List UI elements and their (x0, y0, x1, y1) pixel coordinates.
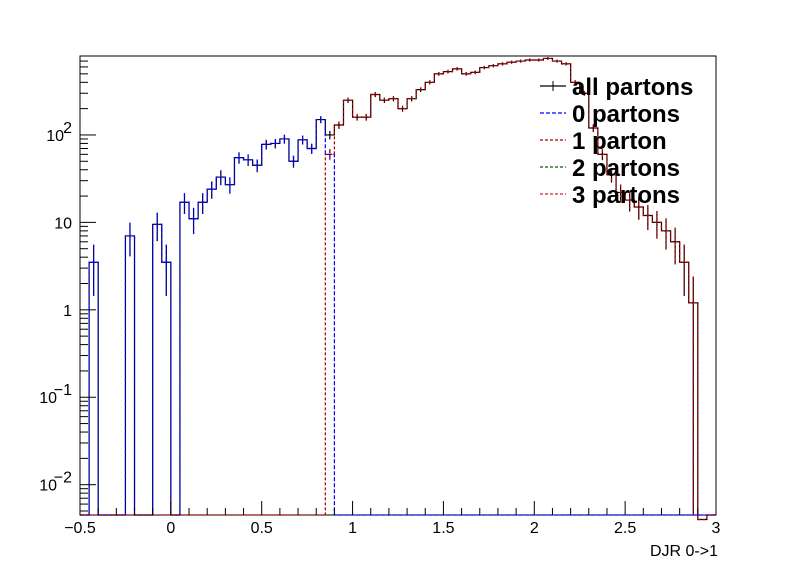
y-tick-label: 10 (54, 215, 72, 232)
plot-frame (79, 55, 717, 516)
legend-label: all partons (572, 74, 693, 101)
legend-label: 3 partons (572, 182, 680, 209)
series-3 (80, 56, 716, 521)
series-line (80, 57, 716, 521)
x-tick-label: 0.5 (251, 520, 273, 537)
x-tick-label: 2 (530, 520, 539, 537)
legend-item: all partons (540, 74, 693, 101)
x-tick-label: 1 (348, 520, 357, 537)
plot-area (79, 55, 717, 516)
y-tick-exponent: 2 (63, 120, 72, 137)
x-tick-label: 3 (712, 520, 721, 537)
x-tick-label: 0 (166, 520, 175, 537)
series-layer (80, 56, 716, 521)
x-tick-label: 1.5 (432, 520, 454, 537)
series-2 (80, 116, 716, 516)
y-tick-exponent: −1 (54, 382, 72, 399)
legend-item: 2 partons (540, 155, 680, 182)
legend-label: 2 partons (572, 155, 680, 182)
y-tick-label: 1 (63, 303, 72, 320)
y-tick-label: 10 (39, 478, 57, 495)
y-tick-exponent: −2 (54, 470, 72, 487)
y-tick-label: 10 (39, 390, 57, 407)
x-axis-title: DJR 0->1 (650, 543, 718, 560)
legend-item: 3 partons (540, 182, 680, 209)
y-tick-label: 10 (46, 128, 64, 145)
x-tick-label: −0.5 (64, 520, 96, 537)
x-tick-label: 2.5 (614, 520, 636, 537)
legend-item: 1 parton (540, 128, 667, 155)
legend-label: 0 partons (572, 101, 680, 128)
legend-label: 1 parton (572, 128, 667, 155)
legend-item: 0 partons (540, 101, 680, 128)
